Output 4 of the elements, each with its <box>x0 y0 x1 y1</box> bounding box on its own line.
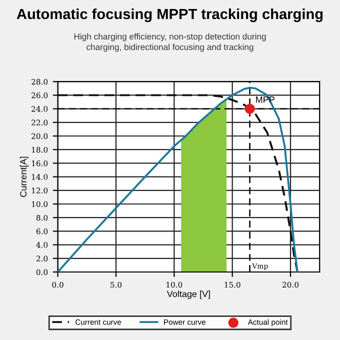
x-axis-title: Voltage [V] <box>166 290 210 299</box>
chart-subtitle: High charging efficiency, non-stop detection during charging, bidirectional focusing and tracking <box>74 33 266 52</box>
chart-title: Automatic focusing MPPT tracking charging <box>16 8 323 22</box>
y-axis-title: Current[A] <box>20 156 28 197</box>
